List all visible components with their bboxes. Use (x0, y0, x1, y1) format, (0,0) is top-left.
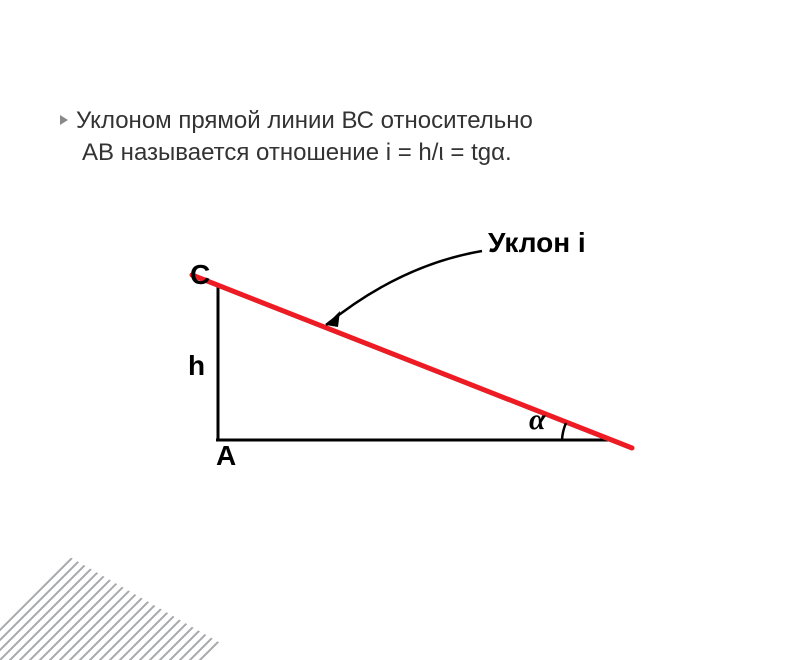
angle-alpha-label: α (529, 403, 546, 437)
bullet-icon (60, 115, 68, 125)
arrow-curve (326, 251, 482, 325)
height-h-label: h (188, 350, 205, 382)
angle-arc (562, 423, 566, 440)
text-line-2: АВ называется отношение i = h/ι = tgα. (82, 137, 512, 169)
point-c-label: C (190, 259, 210, 291)
corner-decoration (0, 500, 250, 660)
text-line-1: Уклоном прямой линии ВС относительно (76, 107, 533, 134)
slope-diagram: Уклон i C h A α (130, 235, 650, 495)
point-a-label: A (216, 440, 236, 472)
slope-label: Уклон i (488, 227, 586, 259)
hypotenuse (192, 275, 632, 448)
description-text: Уклоном прямой линии ВС относительно АВ … (60, 105, 750, 170)
hatch-svg (0, 500, 250, 660)
arrow-head-icon (326, 311, 340, 327)
